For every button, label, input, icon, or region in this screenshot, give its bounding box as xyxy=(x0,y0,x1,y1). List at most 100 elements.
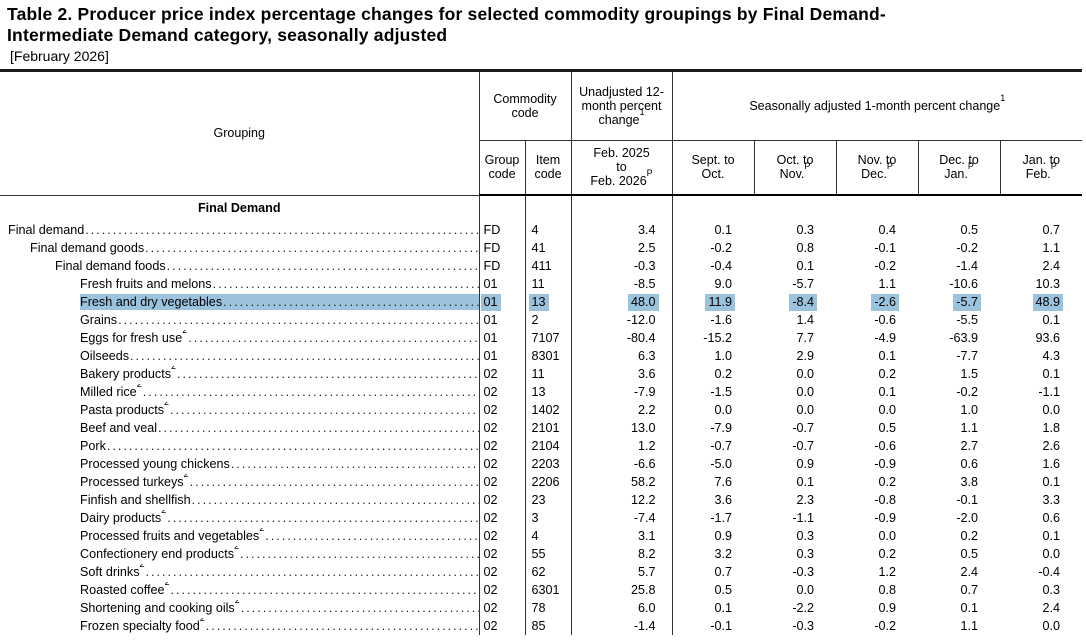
jan-feb-cell: 0.0 xyxy=(1042,403,1061,417)
dec-jan-cell: -5.7 xyxy=(918,293,1000,311)
item-code-cell: 13 xyxy=(524,383,572,401)
nov-dec-cell: 0.0 xyxy=(878,403,897,417)
table-row: Final demand goods......................… xyxy=(0,239,1082,257)
row-label: Roasted coffee2 xyxy=(80,582,170,597)
nov-dec-cell: 0.2 xyxy=(878,475,897,489)
table-row: Fresh and dry vegetables................… xyxy=(0,293,1082,311)
jan-feb-cell: 0.3 xyxy=(1042,583,1061,597)
col-header-grouping: Grouping xyxy=(0,72,480,196)
jan-feb-cell: 2.6 xyxy=(1042,439,1061,453)
grouping-cell: Processed young chickens................… xyxy=(0,455,479,473)
oct-nov-cell: 0.3 xyxy=(796,547,815,561)
oct-nov-cell: -0.3 xyxy=(792,565,815,579)
table-row: Beef and veal...........................… xyxy=(0,419,1082,437)
nov-dec-cell: -0.6 xyxy=(874,313,897,327)
group-code-cell: 02 xyxy=(478,455,525,473)
item-code-cell: 6301 xyxy=(524,581,572,599)
dot-leader: ........................................… xyxy=(118,313,478,327)
dec-jan-cell: 0.5 xyxy=(960,547,979,561)
table-row: Bakery products2........................… xyxy=(0,365,1082,383)
row-label: Confectionery end products2 xyxy=(80,546,240,561)
col-header-nov-dec: Nov. to Dec.P xyxy=(835,140,919,196)
table-row: Soft drinks2............................… xyxy=(0,563,1082,581)
unadjusted-12mo-cell: -1.4 xyxy=(570,617,673,635)
nov-dec-cell: -0.8 xyxy=(874,493,897,507)
dec-jan-cell: -0.2 xyxy=(956,241,979,255)
group-code-cell: 02 xyxy=(478,617,525,635)
dot-leader: ........................................… xyxy=(191,493,479,507)
oct-nov-cell: 2.3 xyxy=(796,493,815,507)
row-label: Dairy products2 xyxy=(80,510,167,525)
unadjusted-12mo-cell: 58.2 xyxy=(570,473,673,491)
dot-leader: ........................................… xyxy=(85,223,478,237)
dot-leader: ........................................… xyxy=(170,403,478,417)
top-rule xyxy=(0,69,1082,72)
jan-feb-cell: 1.8 xyxy=(1042,421,1061,435)
item-code-cell: 78 xyxy=(524,599,572,617)
jan-feb-cell: 10.3 xyxy=(1035,277,1061,291)
jan-feb-cell: -0.4 xyxy=(1038,565,1061,579)
group-code-cell: 02 xyxy=(478,437,525,455)
item-code-cell: 62 xyxy=(524,563,572,581)
sept-oct-cell: 11.9 xyxy=(671,293,755,311)
group-code-cell: 02 xyxy=(478,509,525,527)
unadjusted-12mo-cell: 3.1 xyxy=(570,527,673,545)
unadjusted-12mo-cell: -12.0 xyxy=(570,311,673,329)
dec-jan-cell: -7.7 xyxy=(956,349,979,363)
sept-oct-cell: -0.7 xyxy=(671,437,755,455)
unadjusted-12mo-cell: 8.2 xyxy=(570,545,673,563)
col-header-unadjusted-12mo: Unadjusted 12-month percent change1 xyxy=(570,72,673,141)
grouping-cell: Finfish and shellfish...................… xyxy=(0,491,479,509)
dot-leader: ........................................… xyxy=(212,277,479,291)
grouping-cell: Eggs for fresh use2.....................… xyxy=(0,329,479,347)
section-header-final-demand: Final Demand xyxy=(197,201,281,216)
dec-jan-cell: -63.9 xyxy=(949,331,979,345)
group-code-cell: 01 xyxy=(478,329,525,347)
jan-feb-cell: 0.1 xyxy=(1042,367,1061,381)
jan-feb-cell: -1.1 xyxy=(1038,385,1061,399)
dot-leader: ........................................… xyxy=(205,619,479,633)
unadjusted-12mo-cell: 12.2 xyxy=(570,491,673,509)
group-code-cell: 01 xyxy=(478,293,525,311)
table-row: Dairy products2.........................… xyxy=(0,509,1082,527)
dec-jan-cell: 2.7 xyxy=(960,439,979,453)
sept-oct-cell: -1.5 xyxy=(671,383,755,401)
item-code-cell: 411 xyxy=(524,257,572,275)
group-code-cell: 02 xyxy=(478,599,525,617)
oct-nov-cell: 0.3 xyxy=(796,223,815,237)
nov-dec-cell: 0.4 xyxy=(878,223,897,237)
sept-oct-cell: 7.6 xyxy=(671,473,755,491)
dot-leader: ........................................… xyxy=(240,547,478,561)
row-label: Processed turkeys2 xyxy=(80,474,189,489)
nov-dec-cell: 0.1 xyxy=(878,385,897,399)
col-header-jan-feb: Jan. to Feb.P xyxy=(999,140,1083,196)
row-label: Final demand foods xyxy=(55,259,166,273)
table-row: Confectionery end products2.............… xyxy=(0,545,1082,563)
oct-nov-cell: 0.0 xyxy=(796,403,815,417)
sept-oct-cell: -0.4 xyxy=(671,257,755,275)
dec-jan-cell: -0.2 xyxy=(956,385,979,399)
table-row: Pork....................................… xyxy=(0,437,1082,455)
sept-oct-cell: -1.7 xyxy=(671,509,755,527)
unadjusted-12mo-cell: 3.6 xyxy=(570,365,673,383)
row-label: Milled rice2 xyxy=(80,384,142,399)
grouping-cell: Processed turkeys2......................… xyxy=(0,473,479,491)
col-header-feb-to-feb: Feb. 2025 to Feb. 2026P xyxy=(570,140,673,196)
table-header: Grouping Commodity code Unadjusted 12-mo… xyxy=(0,72,1083,196)
dec-jan-cell: 3.8 xyxy=(960,475,979,489)
grouping-cell: Beef and veal...........................… xyxy=(0,419,479,437)
oct-nov-cell: 0.0 xyxy=(796,583,815,597)
grouping-cell: Fresh and dry vegetables................… xyxy=(0,293,479,311)
item-code-cell: 3 xyxy=(524,509,572,527)
col-header-dec-jan: Dec. to Jan.P xyxy=(917,140,1001,196)
ppi-table: Grouping Commodity code Unadjusted 12-mo… xyxy=(0,72,1083,635)
grouping-cell: Frozen specialty food2..................… xyxy=(0,617,479,635)
table-row: Roasted coffee2.........................… xyxy=(0,581,1082,599)
item-code-cell: 4 xyxy=(524,221,572,239)
jan-feb-cell: 0.0 xyxy=(1042,619,1061,633)
item-code-cell: 2 xyxy=(524,311,572,329)
sept-oct-cell: 0.1 xyxy=(671,599,755,617)
row-label: Pork xyxy=(80,439,106,453)
nov-dec-cell: 1.2 xyxy=(878,565,897,579)
oct-nov-cell: 0.1 xyxy=(796,259,815,273)
